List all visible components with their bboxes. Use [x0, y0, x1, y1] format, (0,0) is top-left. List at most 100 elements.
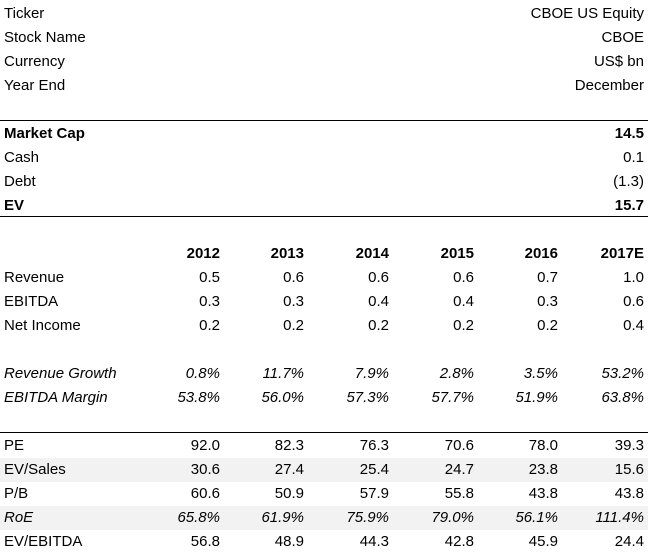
cell-value: 3.5% — [523, 365, 558, 382]
year-header: 2015 — [440, 245, 474, 262]
divider — [0, 120, 648, 121]
financial-row-ebitda: EBITDA 0.3 0.3 0.4 0.4 0.3 0.6 — [0, 290, 648, 314]
divider — [0, 216, 648, 217]
valuation-row-market-cap: Market Cap 14.5 — [0, 122, 648, 146]
cell-value: 43.8 — [614, 485, 644, 502]
cell-value: 48.9 — [274, 533, 304, 550]
info-value: CBOE — [601, 29, 644, 46]
cell-value: 0.6 — [283, 269, 304, 286]
year-header-row: 2012 2013 2014 2015 2016 2017E — [0, 242, 648, 266]
cell-value: 76.3 — [359, 437, 389, 454]
cell-value: 57.7% — [431, 389, 474, 406]
info-label: Stock Name — [4, 29, 86, 46]
ratio-row-revenue-growth: Revenue Growth 0.8% 11.7% 7.9% 2.8% 3.5%… — [0, 362, 648, 386]
financial-row-revenue: Revenue 0.5 0.6 0.6 0.6 0.7 1.0 — [0, 266, 648, 290]
ratio-row-ebitda-margin: EBITDA Margin 53.8% 56.0% 57.3% 57.7% 51… — [0, 386, 648, 410]
valuation-value: 0.1 — [623, 149, 644, 166]
cell-value: 0.5 — [199, 269, 220, 286]
info-value: December — [574, 77, 644, 94]
cell-value: 43.8 — [528, 485, 558, 502]
cell-value: 0.4 — [623, 317, 644, 334]
valuation-label: Debt — [4, 173, 36, 190]
cell-value: 0.4 — [453, 293, 474, 310]
cell-value: 61.9% — [261, 509, 304, 526]
cell-value: 15.6 — [614, 461, 644, 478]
info-row-ticker: Ticker CBOE US Equity — [0, 2, 648, 26]
multiple-row-ev-sales: EV/Sales 30.6 27.4 25.4 24.7 23.8 15.6 — [0, 458, 648, 482]
info-row-year-end: Year End December — [0, 74, 648, 98]
cell-value: 56.0% — [261, 389, 304, 406]
valuation-label: EV — [4, 197, 25, 214]
multiple-row-ev-ebitda: EV/EBITDA 56.8 48.9 44.3 42.8 45.9 24.4 — [0, 530, 648, 554]
info-value: US$ bn — [593, 53, 644, 70]
year-header: 2016 — [524, 245, 558, 262]
cell-value: 0.6 — [368, 269, 389, 286]
info-row-stock-name: Stock Name CBOE — [0, 26, 648, 50]
info-label: Currency — [4, 53, 65, 70]
row-label: EBITDA — [4, 293, 59, 310]
row-label: Revenue — [4, 269, 65, 286]
row-label: P/B — [4, 485, 29, 502]
multiple-row-pe: PE 92.0 82.3 76.3 70.6 78.0 39.3 — [0, 434, 648, 458]
info-row-currency: Currency US$ bn — [0, 50, 648, 74]
valuation-value: 14.5 — [614, 125, 644, 142]
cell-value: 0.2 — [283, 317, 304, 334]
valuation-row-debt: Debt (1.3) — [0, 170, 648, 194]
cell-value: 79.0% — [431, 509, 474, 526]
cell-value: 24.7 — [444, 461, 474, 478]
cell-value: 56.8 — [190, 533, 220, 550]
cell-value: 42.8 — [444, 533, 474, 550]
info-value: CBOE US Equity — [530, 5, 644, 22]
cell-value: 75.9% — [346, 509, 389, 526]
cell-value: 53.8% — [177, 389, 220, 406]
divider — [0, 432, 648, 433]
row-label: RoE — [4, 509, 34, 526]
cell-value: 0.6 — [453, 269, 474, 286]
cell-value: 51.9% — [515, 389, 558, 406]
cell-value: 55.8 — [444, 485, 474, 502]
financial-row-net-income: Net Income 0.2 0.2 0.2 0.2 0.2 0.4 — [0, 314, 648, 338]
cell-value: 24.4 — [614, 533, 644, 550]
cell-value: 111.4% — [595, 509, 644, 526]
cell-value: 30.6 — [190, 461, 220, 478]
year-header: 2012 — [186, 245, 220, 262]
cell-value: 65.8% — [177, 509, 220, 526]
cell-value: 0.2 — [368, 317, 389, 334]
cell-value: 7.9% — [354, 365, 389, 382]
cell-value: 60.6 — [190, 485, 220, 502]
cell-value: 44.3 — [359, 533, 389, 550]
cell-value: 0.2 — [199, 317, 220, 334]
cell-value: 0.7 — [537, 269, 558, 286]
cell-value: 0.8% — [185, 365, 220, 382]
valuation-row-cash: Cash 0.1 — [0, 146, 648, 170]
year-header: 2014 — [355, 245, 389, 262]
cell-value: 63.8% — [601, 389, 644, 406]
cell-value: 57.9 — [359, 485, 389, 502]
cell-value: 25.4 — [359, 461, 389, 478]
valuation-row-ev: EV 15.7 — [0, 194, 648, 218]
cell-value: 92.0 — [190, 437, 220, 454]
year-header: 2013 — [270, 245, 304, 262]
row-label: EV/Sales — [4, 461, 66, 478]
cell-value: 45.9 — [528, 533, 558, 550]
row-label: Net Income — [4, 317, 81, 334]
cell-value: 53.2% — [601, 365, 644, 382]
info-label: Ticker — [4, 5, 45, 22]
valuation-value: 15.7 — [614, 197, 644, 214]
cell-value: 0.2 — [453, 317, 474, 334]
multiple-row-roe: RoE 65.8% 61.9% 75.9% 79.0% 56.1% 111.4% — [0, 506, 648, 530]
cell-value: 0.2 — [537, 317, 558, 334]
cell-value: 27.4 — [274, 461, 304, 478]
cell-value: 2.8% — [439, 365, 474, 382]
cell-value: 11.7% — [262, 365, 304, 382]
cell-value: 0.3 — [283, 293, 304, 310]
cell-value: 70.6 — [444, 437, 474, 454]
cell-value: 78.0 — [528, 437, 558, 454]
cell-value: 39.3 — [614, 437, 644, 454]
row-label: Revenue Growth — [4, 365, 117, 382]
row-label: EBITDA Margin — [4, 389, 108, 406]
valuation-label: Market Cap — [4, 125, 85, 142]
cell-value: 0.3 — [537, 293, 558, 310]
cell-value: 57.3% — [346, 389, 389, 406]
row-label: PE — [4, 437, 25, 454]
